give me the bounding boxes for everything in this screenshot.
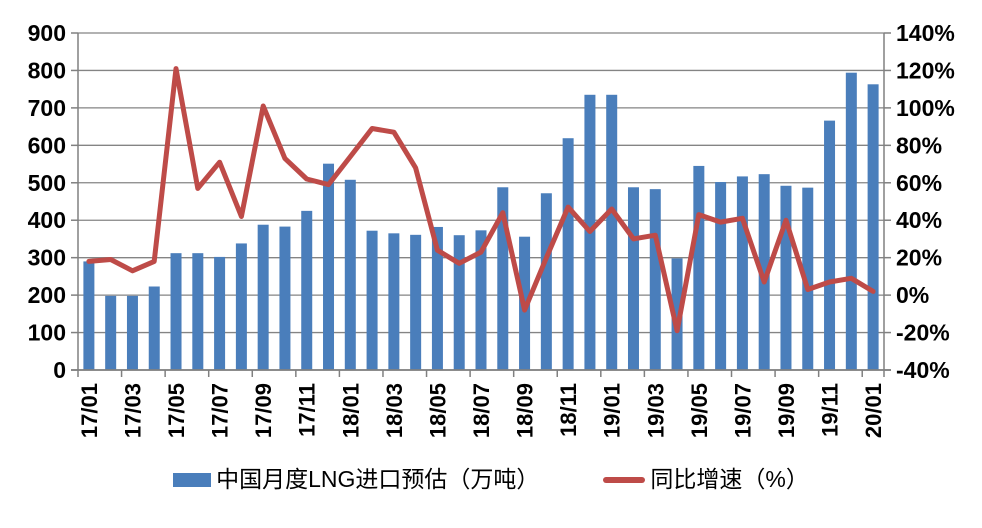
x-axis-label: 18/07 bbox=[469, 383, 494, 438]
x-axis-label: 20/01 bbox=[861, 383, 886, 438]
bar bbox=[606, 94, 618, 371]
x-axis-label: 17/07 bbox=[208, 383, 233, 438]
legend: 中国月度LNG进口预估（万吨） 同比增速（%） bbox=[0, 468, 982, 491]
bar bbox=[867, 84, 879, 370]
bar-series-label: 中国月度LNG进口预估（万吨） bbox=[216, 466, 540, 492]
right-axis-label: -40% bbox=[896, 357, 950, 383]
bar bbox=[214, 256, 226, 370]
bar bbox=[802, 187, 814, 370]
x-axis-label: 18/03 bbox=[382, 383, 407, 438]
bar bbox=[235, 243, 247, 370]
bar bbox=[366, 230, 378, 370]
left-axis-label: 300 bbox=[28, 245, 66, 271]
bar bbox=[780, 185, 792, 370]
left-axis-label: 500 bbox=[28, 170, 66, 196]
bar bbox=[824, 120, 836, 371]
x-axis-label: 19/09 bbox=[774, 383, 799, 438]
bar bbox=[758, 174, 770, 370]
x-axis-label: 18/11 bbox=[556, 383, 581, 437]
bar bbox=[845, 72, 857, 371]
bar bbox=[170, 253, 182, 370]
left-axis-label: 100 bbox=[28, 320, 66, 346]
bar bbox=[693, 165, 705, 370]
right-axis-label: 60% bbox=[896, 170, 942, 196]
chart-canvas: 0 -40% 100 -20% 200 0% 300 20% 400 40% 500 60% 600 80… bbox=[28, 20, 955, 438]
left-axis-label: 800 bbox=[28, 57, 66, 83]
right-axis-label: 120% bbox=[896, 57, 955, 83]
bar bbox=[736, 176, 748, 370]
left-axis-label: 0 bbox=[53, 357, 66, 383]
bar bbox=[301, 210, 313, 370]
x-axis-label: 17/11 bbox=[295, 383, 320, 437]
bar bbox=[410, 234, 422, 370]
bar bbox=[540, 193, 552, 370]
right-axis-label: 80% bbox=[896, 132, 942, 158]
bar bbox=[562, 138, 574, 370]
bar bbox=[344, 179, 356, 370]
bar bbox=[431, 226, 443, 370]
left-axis-label: 700 bbox=[28, 95, 66, 121]
right-axis-label: 100% bbox=[896, 95, 955, 121]
left-axis-label: 900 bbox=[28, 20, 66, 46]
x-axis-label: 17/01 bbox=[77, 383, 102, 438]
growth-line bbox=[86, 66, 876, 334]
line-series-label: 同比增速（%） bbox=[650, 466, 809, 492]
bar bbox=[192, 253, 204, 370]
bar bbox=[497, 187, 509, 370]
bar bbox=[627, 187, 639, 370]
x-axis-label: 17/09 bbox=[251, 383, 276, 438]
bar bbox=[279, 226, 291, 370]
x-axis-label: 17/03 bbox=[121, 383, 146, 438]
bar bbox=[83, 261, 95, 370]
x-axis-label: 17/05 bbox=[164, 383, 189, 438]
bar bbox=[715, 182, 727, 370]
bar bbox=[148, 286, 160, 370]
bar bbox=[475, 230, 487, 370]
right-axis-label: 0% bbox=[896, 282, 929, 308]
legend-item-growth: 同比增速（%） bbox=[603, 466, 809, 492]
bar bbox=[323, 163, 335, 370]
x-axis-label: 18/01 bbox=[338, 383, 363, 438]
bar-series-swatch bbox=[173, 472, 212, 487]
bar bbox=[388, 233, 400, 370]
bar bbox=[126, 295, 138, 370]
x-axis-label: 19/03 bbox=[643, 383, 668, 438]
left-axis-label: 400 bbox=[28, 207, 66, 233]
bar bbox=[453, 235, 465, 370]
right-axis-label: -20% bbox=[896, 320, 950, 346]
line-series-swatch bbox=[603, 476, 646, 483]
x-axis-label: 19/01 bbox=[600, 383, 625, 438]
left-axis-label: 600 bbox=[28, 132, 66, 158]
right-axis-label: 40% bbox=[896, 207, 942, 233]
right-axis-label: 20% bbox=[896, 245, 942, 271]
x-axis-label: 18/05 bbox=[425, 383, 450, 438]
bar bbox=[105, 295, 117, 370]
x-axis-label: 18/09 bbox=[513, 383, 538, 438]
bar bbox=[649, 189, 661, 370]
x-axis-label: 19/11 bbox=[818, 383, 843, 437]
legend-item-imports: 中国月度LNG进口预估（万吨） bbox=[173, 468, 539, 491]
right-axis-label: 140% bbox=[896, 20, 955, 46]
bar bbox=[671, 258, 683, 370]
x-axis-label: 19/07 bbox=[730, 383, 755, 438]
bar bbox=[257, 224, 269, 370]
x-axis-label: 19/05 bbox=[687, 383, 712, 438]
left-axis-label: 200 bbox=[28, 282, 66, 308]
